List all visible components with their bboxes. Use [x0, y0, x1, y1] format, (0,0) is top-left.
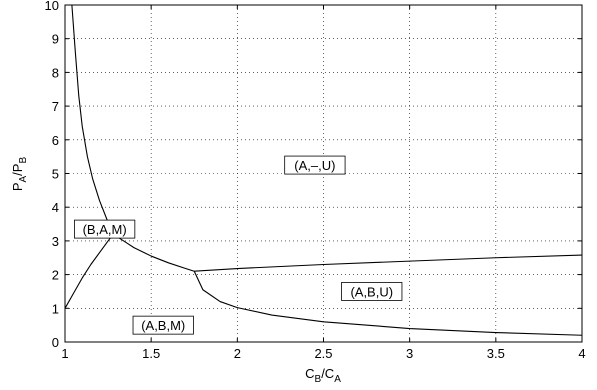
region-label-box-1: [74, 219, 136, 239]
region-label-text-1: (B,A,M): [83, 222, 127, 237]
x-tick-label-6: 4: [578, 346, 585, 361]
y-axis-label-slash: /P: [10, 164, 25, 176]
y-tick-label-1: 1: [52, 301, 59, 316]
region-label-0: (A,–,U): [284, 155, 346, 175]
region-label-box-0: [284, 155, 346, 175]
y-tick-label-7: 7: [52, 99, 59, 114]
y-axis-label-main: P: [10, 182, 25, 191]
y-tick-label-5: 5: [52, 167, 59, 182]
y-axis-label: PA/PB: [10, 157, 29, 192]
x-axis-label-main: C: [305, 366, 314, 381]
curve-line-4: [193, 270, 583, 336]
x-tick-label-2: 2: [234, 346, 241, 361]
x-tick-label-1: 1.5: [142, 346, 160, 361]
x-axis-label-sub1: B: [315, 374, 322, 385]
region-label-text-3: (A,B,M): [141, 318, 185, 333]
y-tick-label-6: 6: [52, 133, 59, 148]
y-tick-label-10: 10: [45, 0, 59, 13]
x-tick-label-3: 2.5: [314, 346, 332, 361]
x-axis-label-sub2: A: [334, 374, 341, 385]
region-label-1: (B,A,M): [74, 219, 136, 239]
curve-line-1: [64, 233, 114, 309]
x-axis-label: CB/CA: [305, 366, 341, 385]
y-axis-label-sub1: A: [18, 175, 29, 182]
y-tick-label-0: 0: [52, 335, 59, 350]
region-label-box-3: [132, 315, 194, 335]
x-tick-label-0: 1: [61, 346, 68, 361]
y-tick-label-9: 9: [52, 32, 59, 47]
curve-line-0: [71, 4, 114, 235]
region-label-box-2: [341, 282, 403, 301]
y-tick-label-3: 3: [52, 234, 59, 249]
x-axis-label-slash: /C: [321, 366, 334, 381]
curves: [64, 4, 583, 336]
y-tick-label-8: 8: [52, 65, 59, 80]
region-labels: (A,–,U) (B,A,M) (A,B,U) (A,B,M): [74, 155, 403, 335]
y-axis-label-sub2: B: [18, 157, 29, 164]
x-tick-label-5: 3.5: [487, 346, 505, 361]
y-tick-label-2: 2: [52, 268, 59, 283]
y-tick-label-4: 4: [52, 200, 59, 215]
region-label-text-2: (A,B,U): [350, 284, 393, 299]
curve-line-3: [194, 254, 583, 272]
x-tick-label-4: 3: [406, 346, 413, 361]
region-label-3: (A,B,M): [132, 315, 194, 335]
region-label-text-0: (A,–,U): [294, 158, 335, 173]
curve-line-2: [112, 233, 195, 272]
region-label-2: (A,B,U): [341, 282, 403, 301]
